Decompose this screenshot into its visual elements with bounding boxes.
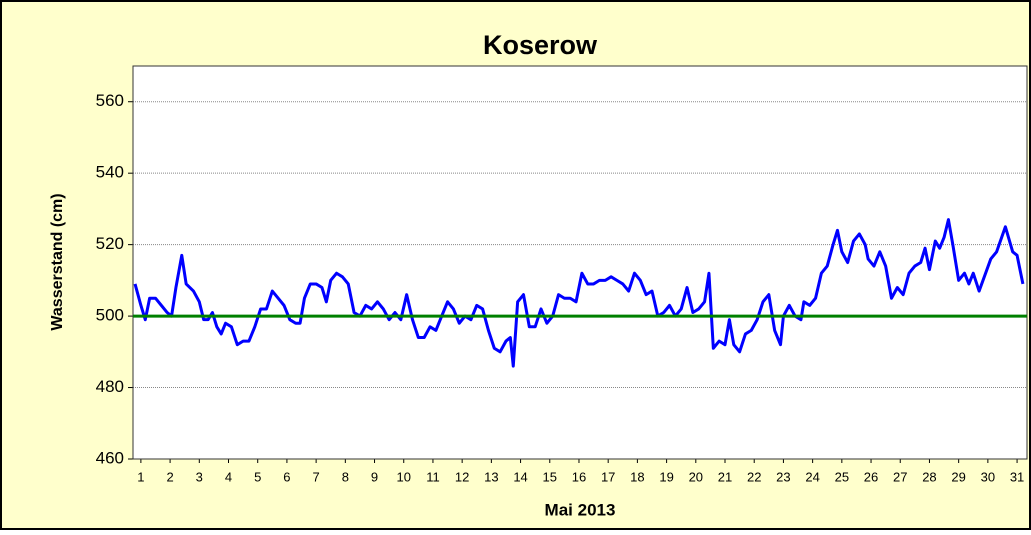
y-tick-label: 480 xyxy=(96,377,124,396)
x-axis-label: Mai 2013 xyxy=(545,500,616,519)
plot-area xyxy=(133,66,1027,459)
x-tick-label: 25 xyxy=(835,469,849,484)
x-tick-label: 3 xyxy=(196,469,203,484)
x-tick-label: 14 xyxy=(513,469,527,484)
y-axis-label: Wasserstand (cm) xyxy=(49,193,66,330)
x-tick-label: 22 xyxy=(747,469,761,484)
x-tick-label: 17 xyxy=(601,469,615,484)
y-tick-label: 460 xyxy=(96,448,124,467)
x-tick-label: 8 xyxy=(342,469,349,484)
x-tick-label: 29 xyxy=(951,469,965,484)
x-tick-label: 23 xyxy=(776,469,790,484)
chart-title: Koserow xyxy=(483,30,598,60)
x-tick-label: 20 xyxy=(689,469,703,484)
x-tick-label: 27 xyxy=(893,469,907,484)
x-tick-label: 5 xyxy=(254,469,261,484)
y-tick-label: 560 xyxy=(96,91,124,110)
x-tick-label: 1 xyxy=(137,469,144,484)
x-tick-label: 2 xyxy=(166,469,173,484)
x-tick-label: 10 xyxy=(397,469,411,484)
x-tick-label: 15 xyxy=(543,469,557,484)
x-tick-label: 16 xyxy=(572,469,586,484)
x-tick-label: 31 xyxy=(1010,469,1024,484)
x-tick-label: 28 xyxy=(922,469,936,484)
x-tick-label: 21 xyxy=(718,469,732,484)
y-tick-label: 520 xyxy=(96,234,124,253)
x-tick-label: 30 xyxy=(981,469,995,484)
y-tick-label: 540 xyxy=(96,163,124,182)
x-tick-label: 4 xyxy=(225,469,232,484)
x-tick-label: 24 xyxy=(805,469,819,484)
x-tick-label: 11 xyxy=(426,469,440,484)
x-tick-label: 7 xyxy=(313,469,320,484)
x-tick-label: 12 xyxy=(455,469,469,484)
x-tick-label: 9 xyxy=(371,469,378,484)
data-line xyxy=(133,218,1025,368)
plot-border xyxy=(132,65,1028,460)
x-tick-label: 18 xyxy=(630,469,644,484)
x-tick-label: 19 xyxy=(659,469,673,484)
y-tick-label: 500 xyxy=(96,306,124,325)
x-tick-label: 13 xyxy=(484,469,498,484)
x-tick-label: 26 xyxy=(864,469,878,484)
x-tick-label: 6 xyxy=(283,469,290,484)
